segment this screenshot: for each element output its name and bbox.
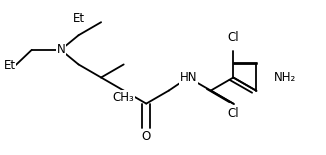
Text: CH₃: CH₃ xyxy=(113,91,135,104)
Text: N: N xyxy=(56,43,65,56)
Text: O: O xyxy=(141,131,151,144)
Text: Cl: Cl xyxy=(228,107,239,120)
Text: Et: Et xyxy=(72,12,84,25)
Text: NH₂: NH₂ xyxy=(274,71,296,84)
Text: Et: Et xyxy=(4,59,16,72)
Text: Cl: Cl xyxy=(228,31,239,44)
Text: HN: HN xyxy=(179,71,197,84)
